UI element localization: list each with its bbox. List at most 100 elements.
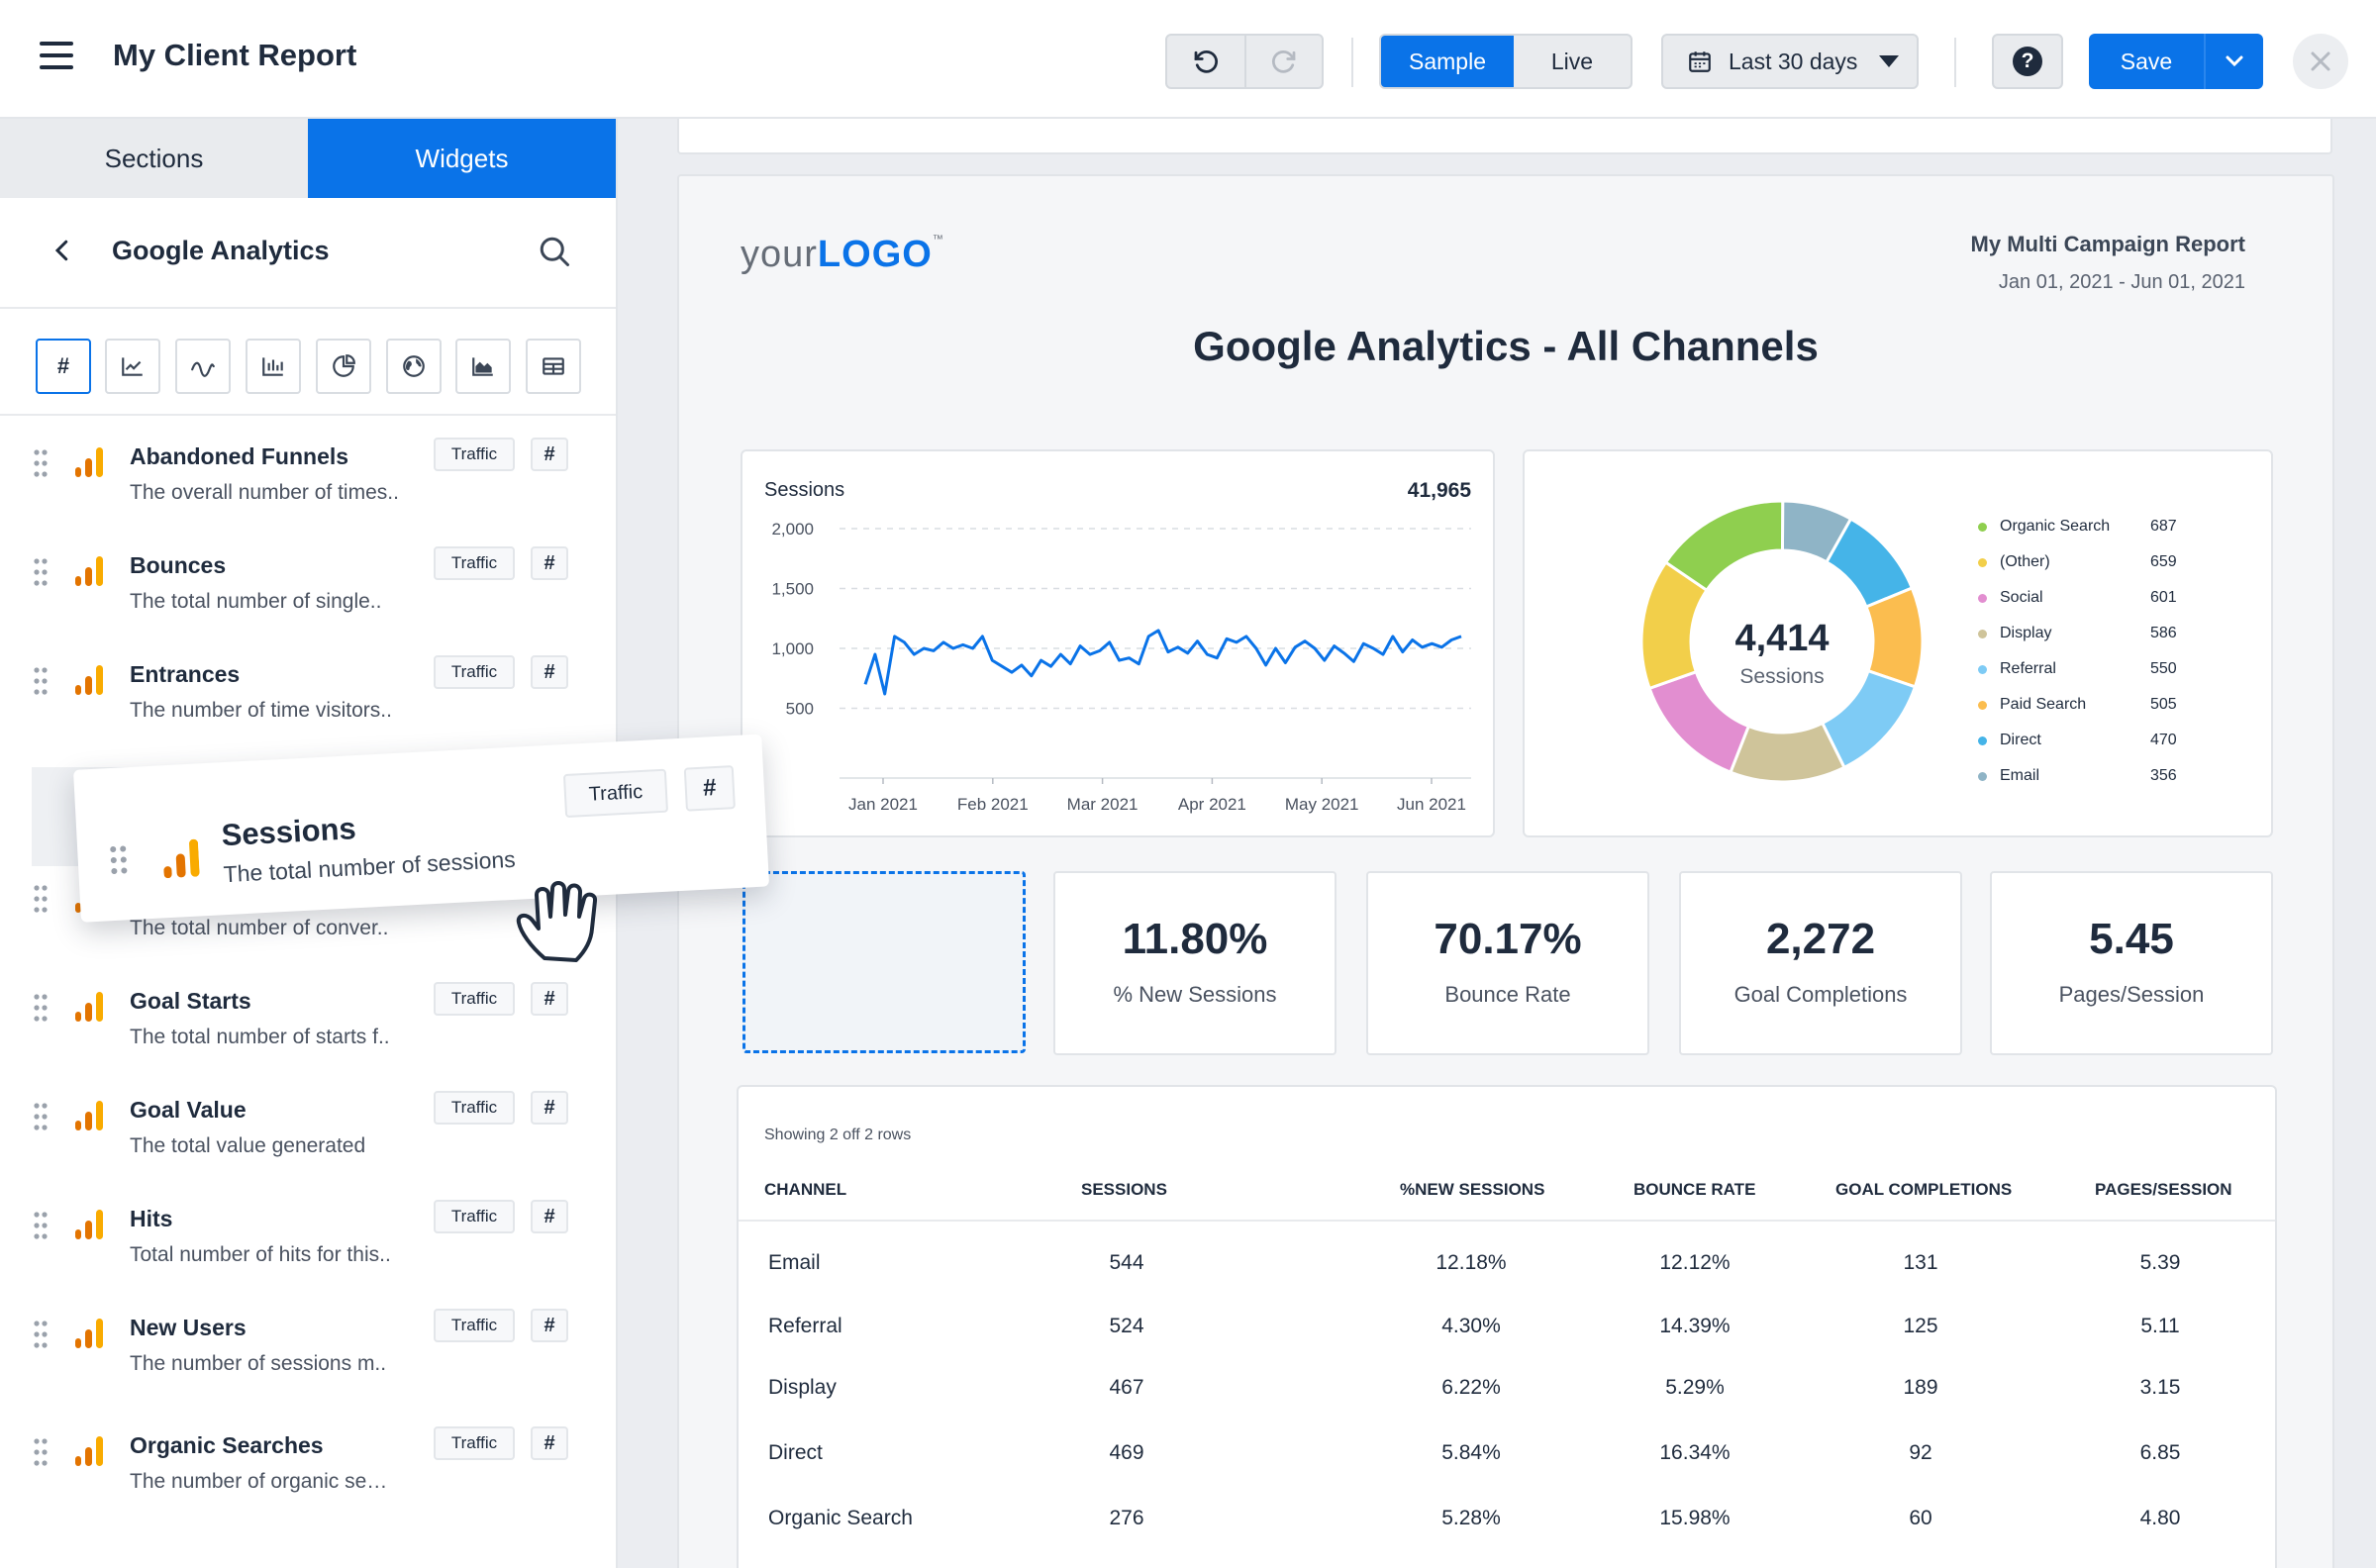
drag-handle-icon[interactable] xyxy=(34,1212,48,1244)
column-header[interactable]: BOUNCE RATE xyxy=(1634,1180,1756,1199)
chevron-left-icon[interactable] xyxy=(48,236,77,265)
legend-label: Social xyxy=(2000,589,2043,606)
bar-chart-filter[interactable] xyxy=(246,339,301,394)
category-chip: Traffic xyxy=(434,1091,515,1125)
report-title: My Client Report xyxy=(113,38,357,72)
logo: yourLOGO™ xyxy=(741,234,944,275)
legend-value: 550 xyxy=(2150,660,2177,677)
legend-swatch xyxy=(1978,557,1987,567)
category-chip: Traffic xyxy=(434,1309,515,1342)
column-header[interactable]: GOAL COMPLETIONS xyxy=(1835,1180,2013,1199)
legend-label: (Other) xyxy=(2000,553,2050,570)
table-cell: 4.30% xyxy=(1441,1315,1501,1337)
table-row-count: Showing 2 off 2 rows xyxy=(764,1127,912,1143)
channel-donut-chart-widget[interactable]: 4,414 Sessions Organic Search 687 (Other) 6… xyxy=(1523,449,2273,837)
close-button[interactable] xyxy=(2293,34,2348,89)
kpi-widget[interactable]: 2,272 Goal Completions xyxy=(1679,871,1962,1055)
number-type-chip: # xyxy=(531,1091,568,1125)
section-title: Google Analytics - All Channels xyxy=(1193,323,1819,369)
drag-handle-icon[interactable] xyxy=(34,449,48,482)
metric-title: Goal Starts xyxy=(130,988,251,1014)
number-type-chip: # xyxy=(683,765,736,812)
category-chip: Traffic xyxy=(434,438,515,471)
table-cell: 12.18% xyxy=(1436,1251,1507,1274)
kpi-widget[interactable]: 5.45 Pages/Session xyxy=(1990,871,2273,1055)
metric-list-item[interactable]: Entrances The number of time visitors.. Tr… xyxy=(0,651,614,760)
column-header[interactable]: PAGES/SESSION xyxy=(2095,1180,2232,1199)
drag-handle-icon[interactable] xyxy=(34,1321,48,1353)
legend-item: Referral 550 xyxy=(1978,657,2190,681)
line-chart-filter[interactable] xyxy=(105,339,160,394)
column-header[interactable]: %NEW SESSIONS xyxy=(1400,1180,1545,1199)
widget-type-filter: # xyxy=(0,309,616,416)
table-filter[interactable] xyxy=(526,339,581,394)
category-chip: Traffic xyxy=(434,1426,515,1460)
channel-cell: Email xyxy=(768,1251,821,1274)
table-cell: 5.29% xyxy=(1665,1376,1725,1399)
legend-value: 505 xyxy=(2150,696,2177,713)
metric-description: The number of time visitors.. xyxy=(130,699,392,722)
y-tick-label: 2,000 xyxy=(771,520,814,539)
sparkline-icon xyxy=(191,361,215,377)
metric-list-item[interactable]: Hits Total number of hits for this.. Traff… xyxy=(0,1196,614,1305)
undo-button[interactable] xyxy=(1167,36,1244,87)
drag-handle-icon[interactable] xyxy=(34,994,48,1027)
google-analytics-icon xyxy=(75,1101,103,1135)
metric-list-item[interactable]: Goal Value The total value generated Traff… xyxy=(0,1087,614,1196)
pie-chart-filter[interactable] xyxy=(316,339,371,394)
live-button[interactable]: Live xyxy=(1550,48,1594,74)
sample-button[interactable]: Sample xyxy=(1381,36,1514,87)
column-header[interactable]: SESSIONS xyxy=(1081,1180,1167,1199)
table-cell: 469 xyxy=(1109,1441,1144,1464)
drag-handle-icon[interactable] xyxy=(34,885,48,918)
metric-list-item[interactable]: Organic Searches The number of organic se… xyxy=(0,1422,614,1531)
kpi-value: 11.80% xyxy=(1122,915,1268,963)
column-header[interactable]: CHANNEL xyxy=(764,1180,847,1199)
sidebar-tabs: Sections Widgets xyxy=(0,119,616,198)
dragged-metric-card[interactable]: Sessions The total number of sessions Tr… xyxy=(73,734,770,923)
tab-widgets[interactable]: Widgets xyxy=(308,119,616,198)
metric-list-item[interactable]: Abandoned Funnels The overall number of t… xyxy=(0,434,614,542)
channel-table-widget[interactable]: Showing 2 off 2 rows CHANNEL SESSIONS %NEW… xyxy=(737,1085,2277,1568)
undo-redo-group xyxy=(1165,34,1324,89)
sessions-line-chart-widget[interactable]: 2,000 1,500 1,000 500 Jan 2021 Feb 2021 Mar 20… xyxy=(741,449,1495,837)
save-button[interactable]: Save xyxy=(2120,48,2173,74)
number-widget-filter[interactable]: # xyxy=(36,339,91,394)
drag-handle-icon[interactable] xyxy=(34,1103,48,1135)
drag-handle-icon xyxy=(110,845,128,874)
kpi-value: 2,272 xyxy=(1765,915,1876,963)
geo-map-filter[interactable] xyxy=(386,339,442,394)
metric-description: The number of sessions m.. xyxy=(130,1352,387,1375)
legend-swatch xyxy=(1978,735,1987,745)
metric-list-item[interactable]: New Users The number of sessions m.. Traff… xyxy=(0,1305,614,1414)
table-cell: 6.22% xyxy=(1441,1376,1501,1399)
widget-drop-zone[interactable] xyxy=(742,871,1026,1053)
drag-handle-icon[interactable] xyxy=(34,558,48,591)
date-range-dropdown[interactable]: Last 30 days xyxy=(1661,34,1919,89)
legend-item: (Other) 659 xyxy=(1978,550,2190,574)
legend-label: Email xyxy=(2000,767,2040,784)
kpi-value: 5.45 xyxy=(2089,915,2174,963)
area-chart-filter[interactable] xyxy=(455,339,511,394)
menu-icon[interactable] xyxy=(40,42,73,69)
metric-list-item[interactable]: Bounces The total number of single.. Traff… xyxy=(0,542,614,651)
kpi-label: Pages/Session xyxy=(2058,982,2205,1007)
table-icon xyxy=(543,357,564,375)
calendar-icon xyxy=(1689,51,1711,72)
metric-list-item[interactable]: Goal Starts The total number of starts f.… xyxy=(0,978,614,1087)
metric-description: The total value generated xyxy=(130,1134,366,1157)
kpi-widget[interactable]: 70.17% Bounce Rate xyxy=(1366,871,1649,1055)
drag-handle-icon[interactable] xyxy=(34,667,48,700)
redo-button[interactable] xyxy=(1244,36,1322,87)
sparkline-filter[interactable] xyxy=(175,339,231,394)
kpi-widget[interactable]: 11.80% % New Sessions xyxy=(1053,871,1336,1055)
help-button[interactable]: ? xyxy=(1992,34,2063,89)
search-icon[interactable] xyxy=(537,234,572,269)
y-tick-label: 500 xyxy=(786,700,814,719)
tab-sections[interactable]: Sections xyxy=(0,119,308,198)
drag-handle-icon[interactable] xyxy=(34,1438,48,1471)
save-options-button[interactable] xyxy=(2204,34,2263,89)
legend-label: Display xyxy=(2000,625,2052,641)
grab-cursor-icon xyxy=(516,881,598,962)
category-chip: Traffic xyxy=(434,982,515,1016)
